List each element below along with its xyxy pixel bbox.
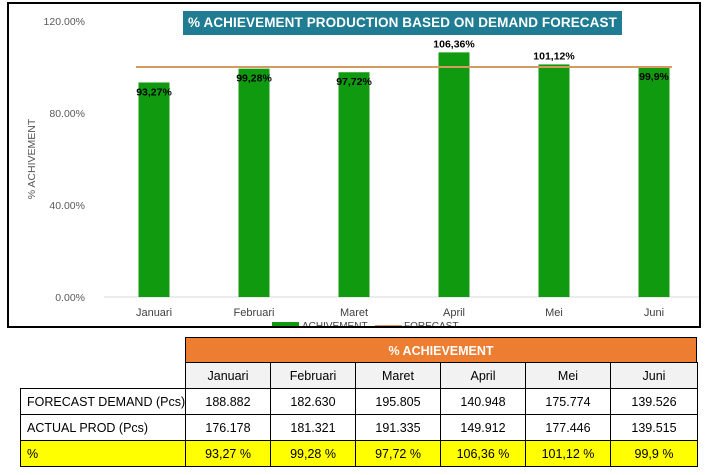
table-cell: 176.178 <box>185 414 271 441</box>
row-label: FORECAST DEMAND (Pcs) <box>20 388 186 415</box>
data-label: 106,36% <box>433 38 475 50</box>
y-tick-label: 120.00% <box>44 16 85 28</box>
month-header: Februari <box>270 362 356 389</box>
x-tick-label: April <box>443 307 465 319</box>
month-header: Januari <box>185 362 271 389</box>
table-cell: 177.446 <box>525 414 611 441</box>
bar <box>538 64 570 297</box>
table-header-title: % ACHIEVEMENT <box>185 337 697 364</box>
bar <box>338 72 370 297</box>
x-tick-label: Januari <box>136 307 172 319</box>
table-cell: 93,27 % <box>185 440 271 467</box>
x-tick-label: Maret <box>340 307 368 319</box>
legend-label-achivement: ACHIVEMENT <box>302 321 368 326</box>
table-cell: 139.526 <box>610 388 698 415</box>
chart-frame: 0.00% 40.00% 80.00% 120.00% % ACHIVEMENT 93,2… <box>7 2 701 328</box>
y-tick-label: 0.00% <box>55 292 85 304</box>
x-tick-label: Februari <box>234 307 275 319</box>
data-label: 99,28% <box>236 73 272 85</box>
bar <box>238 68 270 297</box>
y-axis-label: % ACHIVEMENT <box>26 118 38 199</box>
table-cell: 182.630 <box>270 388 356 415</box>
table-cell: 149.912 <box>440 414 526 441</box>
data-label: 99,9% <box>639 71 669 83</box>
bar <box>638 67 670 297</box>
table-cell: 97,72 % <box>355 440 441 467</box>
table-cell: 195.805 <box>355 388 441 415</box>
table-cell: 139.515 <box>610 414 698 441</box>
table-cell: 99,28 % <box>270 440 356 467</box>
table-row-forecast: FORECAST DEMAND (Pcs) 188.882 182.630 19… <box>20 388 698 415</box>
data-label: 101,12% <box>533 50 575 62</box>
bar <box>438 52 470 297</box>
bar <box>138 82 170 297</box>
month-header: Maret <box>355 362 441 389</box>
table-cell: 191.335 <box>355 414 441 441</box>
data-label: 97,72% <box>336 76 372 88</box>
achievement-chart: 0.00% 40.00% 80.00% 120.00% % ACHIVEMENT 93,2… <box>26 16 699 326</box>
chart-title: % ACHIEVEMENT PRODUCTION BASED ON DEMAND… <box>183 11 622 35</box>
row-label: % <box>20 440 186 467</box>
data-label: 93,27% <box>136 86 172 98</box>
table-row-actual: ACTUAL PROD (Pcs) 176.178 181.321 191.33… <box>20 414 698 441</box>
table-row-percent: % 93,27 % 99,28 % 97,72 % 106,36 % 101,1… <box>20 440 698 467</box>
month-header: April <box>440 362 526 389</box>
legend-swatch-achivement <box>272 322 299 326</box>
table-cell: 188.882 <box>185 388 271 415</box>
legend-label-forecast: FORECAST <box>404 321 458 326</box>
y-tick-label: 40.00% <box>49 200 85 212</box>
x-tick-label: Mei <box>545 307 563 319</box>
data-table: Januari Februari Maret April Mei Juni FO… <box>20 362 698 467</box>
table-cell: 99,9 % <box>610 440 698 467</box>
table-cell: 140.948 <box>440 388 526 415</box>
table-cell: 181.321 <box>270 414 356 441</box>
table-month-row: Januari Februari Maret April Mei Juni <box>20 362 698 389</box>
y-tick-label: 80.00% <box>49 108 85 120</box>
table-cell: 101,12 % <box>525 440 611 467</box>
row-label: ACTUAL PROD (Pcs) <box>20 414 186 441</box>
x-tick-label: Juni <box>644 307 664 319</box>
table-corner <box>20 362 186 389</box>
table-cell: 106,36 % <box>440 440 526 467</box>
table-cell: 175.774 <box>525 388 611 415</box>
month-header: Mei <box>525 362 611 389</box>
table-header: % ACHIEVEMENT <box>185 337 697 364</box>
month-header: Juni <box>610 362 698 389</box>
